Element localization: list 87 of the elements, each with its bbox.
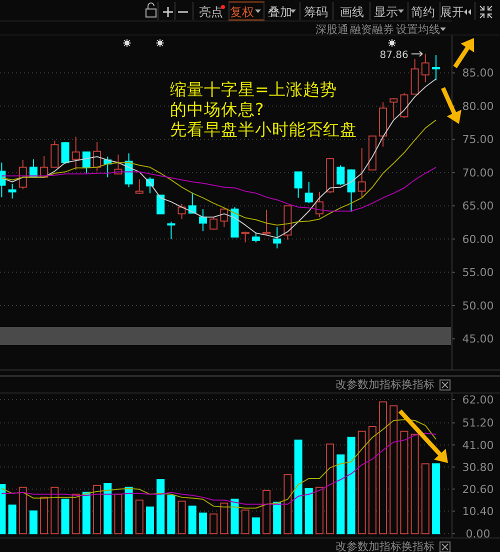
bar [230, 498, 239, 534]
text: 亮点 [199, 5, 223, 19]
text: 换指标 [402, 540, 434, 552]
bar [114, 494, 122, 534]
bar [368, 426, 376, 534]
bar [50, 486, 59, 534]
line-series [1, 432, 436, 505]
annotation: 缩量十字星=上涨趋势 [170, 80, 337, 99]
bar [72, 494, 80, 534]
annotation: 深股通 [316, 23, 348, 36]
bar [156, 479, 165, 534]
y-tick-label: 0.00 [466, 528, 490, 541]
y-tick-label: 85.00 [462, 66, 494, 80]
bar [400, 430, 408, 534]
y-tick-label: 55.00 [462, 266, 494, 280]
candlestick [379, 102, 388, 148]
bar [167, 494, 176, 534]
bar [304, 488, 313, 534]
bar [358, 430, 366, 534]
bar [379, 401, 388, 534]
text: 简约 [411, 5, 435, 19]
text: 加指标 [368, 540, 402, 552]
annotation: 设置均线 [396, 23, 440, 36]
bar [210, 513, 218, 534]
y-tick-label: 80.00 [462, 100, 494, 113]
y-tick-label: 30.80 [462, 460, 494, 474]
annotation: 的中场休息? [170, 100, 264, 119]
y-tick-label: 75.00 [462, 133, 494, 146]
annotation: 融资融券 [350, 23, 394, 36]
candlestick [273, 226, 282, 249]
bar [104, 482, 112, 534]
y-tick-label: 45.00 [462, 332, 494, 346]
bar [220, 502, 228, 534]
bar [336, 454, 345, 534]
bar [252, 517, 260, 534]
text: 加指标 [368, 378, 402, 391]
candlestick [72, 136, 80, 170]
y-tick-label: 65.00 [462, 200, 494, 213]
bar [135, 500, 144, 534]
bar [432, 463, 440, 534]
bar [241, 510, 250, 534]
text: 叠加 [268, 5, 292, 19]
bar [188, 506, 196, 534]
bar [410, 434, 419, 534]
y-tick-label: 70.00 [462, 166, 494, 180]
y-tick-label: 50.00 [462, 299, 494, 312]
y-tick-label: 51.20 [462, 416, 494, 430]
text: 显示 [374, 5, 398, 19]
bar [262, 490, 271, 534]
bar [284, 474, 292, 534]
text: 改参数 [336, 540, 368, 552]
text: 换指标 [402, 378, 434, 391]
line-series [1, 419, 436, 509]
bar [326, 444, 334, 534]
text: 复权 [230, 5, 254, 19]
annotation: 87.86 [380, 50, 408, 61]
bar [390, 405, 398, 534]
bar [29, 510, 38, 534]
bar [82, 492, 90, 534]
bar [8, 504, 16, 534]
bar [178, 500, 186, 534]
bar [273, 502, 282, 534]
bar [124, 486, 133, 534]
bar [18, 486, 27, 534]
bar [347, 436, 356, 534]
text: 筹码 [304, 5, 328, 19]
bar [294, 440, 302, 534]
annotation: 先看早盘半小时能否红盘 [170, 120, 357, 139]
text: 展开 [440, 5, 464, 19]
bar [146, 506, 154, 534]
line-series [1, 120, 436, 226]
candlestick [198, 208, 207, 232]
y-tick-label: 41.00 [462, 438, 494, 452]
bar [93, 484, 102, 534]
bar [421, 463, 430, 534]
y-tick-label: 10.40 [462, 505, 494, 518]
y-tick-label: 60.00 [462, 232, 494, 246]
bar [40, 496, 48, 534]
candlestick [432, 54, 440, 81]
candlestick [421, 53, 430, 83]
bar [61, 498, 70, 534]
text: 改参数 [336, 378, 368, 391]
y-tick-label: 20.60 [462, 482, 494, 496]
bar [315, 486, 324, 534]
y-tick-label: 62.00 [462, 393, 494, 406]
text: 画线 [340, 5, 364, 19]
bar [198, 512, 207, 534]
